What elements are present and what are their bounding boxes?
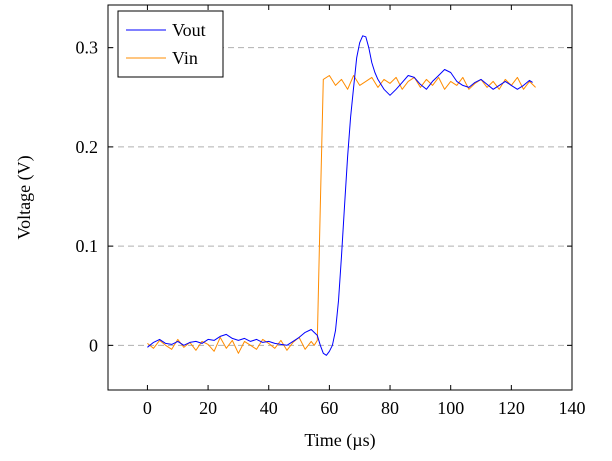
series-line-vin (147, 75, 536, 354)
legend-label-vin: Vin (172, 48, 198, 68)
x-tick-label: 60 (320, 398, 338, 418)
x-tick-label: 20 (199, 398, 217, 418)
series-layer (147, 35, 536, 356)
axis-ticks: 0 20 40 60 80 100 120 140 0 0.1 0.2 0.3 (76, 5, 586, 418)
y-tick-label: 0 (89, 335, 98, 355)
y-tick-label: 0.2 (76, 137, 99, 157)
x-tick-label: 140 (559, 398, 586, 418)
y-tick-label: 0.1 (76, 236, 99, 256)
y-tick-label: 0.3 (76, 38, 99, 58)
legend-label-vout: Vout (172, 20, 206, 40)
x-axis-label: Time (µs) (304, 430, 375, 451)
legend-box (117, 10, 224, 78)
series-line-vout (147, 35, 533, 356)
legend: Vout Vin (117, 10, 224, 78)
grid-lines (108, 47, 572, 346)
y-axis-label: Voltage (V) (14, 155, 35, 239)
x-tick-label: 100 (437, 398, 464, 418)
plot-frame (107, 4, 573, 391)
x-tick-label: 0 (143, 398, 152, 418)
x-tick-label: 120 (498, 398, 525, 418)
x-tick-label: 80 (381, 398, 399, 418)
x-tick-label: 40 (260, 398, 278, 418)
